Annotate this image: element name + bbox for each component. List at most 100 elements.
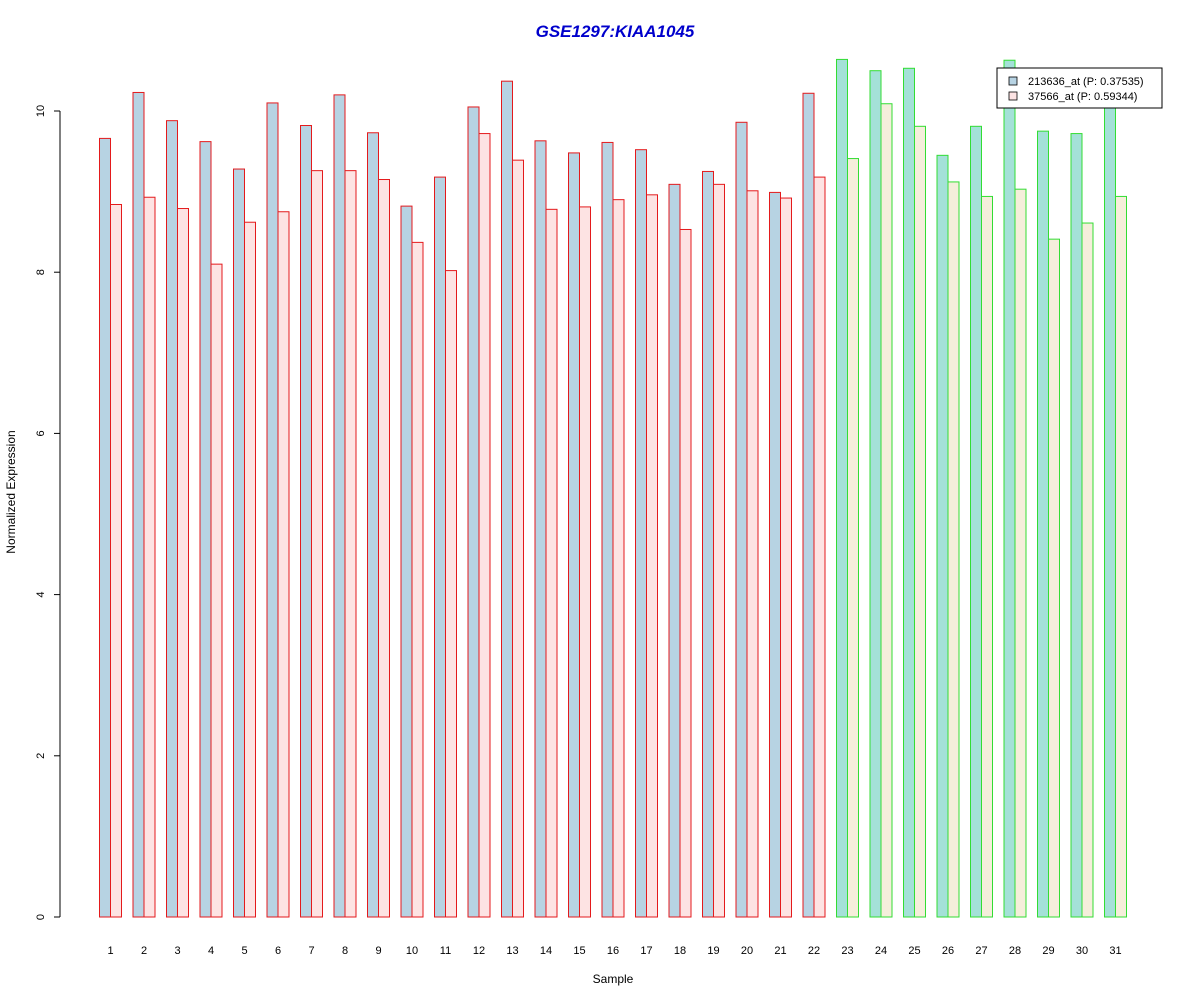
y-tick-label: 10 <box>35 105 47 117</box>
bar-37566-at-sample-23 <box>847 158 859 918</box>
bar-37566-at-sample-9 <box>378 179 390 918</box>
x-tick-label: 3 <box>174 945 180 957</box>
y-tick-label: 6 <box>35 430 47 436</box>
bar-37566-at-sample-22 <box>813 176 826 918</box>
bar-213636-at-sample-12 <box>467 106 480 918</box>
bar-213636-at-sample-18 <box>668 183 681 918</box>
x-tick-label: 30 <box>1076 945 1088 957</box>
x-tick-label: 17 <box>640 945 652 957</box>
x-tick-label: 29 <box>1042 945 1054 957</box>
bar-37566-at-sample-14 <box>545 208 558 918</box>
legend-swatch-series-2 <box>1008 91 1018 101</box>
bar-37566-at-sample-8 <box>344 170 357 918</box>
legend-label-series-1: 213636_at (P: 0.37535) <box>1028 76 1144 88</box>
bar-37566-at-sample-25 <box>914 125 926 918</box>
x-tick-label: 11 <box>440 945 451 957</box>
bar-213636-at-sample-1 <box>99 137 111 918</box>
bar-37566-at-sample-5 <box>244 221 256 918</box>
bar-37566-at-sample-20 <box>746 190 759 918</box>
bar-213636-at-sample-26 <box>936 154 949 918</box>
y-axis-label: Normalized Expression <box>4 430 18 553</box>
bar-213636-at-sample-11 <box>434 176 446 918</box>
bar-213636-at-sample-20 <box>735 121 748 918</box>
bar-37566-at-sample-4 <box>210 263 223 918</box>
bar-213636-at-sample-14 <box>534 140 547 918</box>
bar-213636-at-sample-27 <box>970 125 982 918</box>
bar-37566-at-sample-18 <box>679 228 692 918</box>
y-axis: 0 2 4 6 8 10 <box>35 105 61 920</box>
x-tick-label: 27 <box>975 945 987 957</box>
x-tick-label: 5 <box>241 945 247 957</box>
bar-213636-at-sample-5 <box>233 168 245 918</box>
y-tick-label: 2 <box>35 753 47 759</box>
y-tick-label: 8 <box>35 269 47 275</box>
x-tick-label: 1 <box>107 945 113 957</box>
x-tick-label: 16 <box>607 945 619 957</box>
bar-37566-at-sample-31 <box>1115 195 1127 918</box>
x-tick-label: 10 <box>406 945 418 957</box>
bar-37566-at-sample-15 <box>579 206 591 918</box>
bar-213636-at-sample-30 <box>1070 133 1083 918</box>
bar-213636-at-sample-19 <box>702 170 714 918</box>
bar-37566-at-sample-13 <box>512 159 524 918</box>
bar-37566-at-sample-11 <box>445 270 457 918</box>
bar-37566-at-sample-19 <box>713 183 725 918</box>
bar-37566-at-sample-2 <box>143 196 156 918</box>
x-tick-label: 18 <box>674 945 686 957</box>
x-tick-label: 31 <box>1109 945 1121 957</box>
bar-213636-at-sample-15 <box>568 152 580 918</box>
bar-213636-at-sample-6 <box>266 102 279 918</box>
bar-213636-at-sample-22 <box>802 92 815 918</box>
x-tick-label: 26 <box>942 945 954 957</box>
bar-37566-at-sample-3 <box>177 208 189 918</box>
bar-37566-at-sample-17 <box>646 194 658 918</box>
y-tick-label: 4 <box>35 592 47 598</box>
x-tick-label: 15 <box>573 945 585 957</box>
bar-213636-at-sample-23 <box>836 58 848 918</box>
bar-37566-at-sample-26 <box>947 181 960 918</box>
x-tick-label: 7 <box>308 945 314 957</box>
bar-37566-at-sample-24 <box>880 103 893 918</box>
bar-213636-at-sample-10 <box>400 205 413 918</box>
bar-37566-at-sample-1 <box>110 203 122 918</box>
x-tick-label: 12 <box>473 945 485 957</box>
x-tick-label: 8 <box>342 945 348 957</box>
bar-213636-at-sample-29 <box>1037 130 1049 918</box>
bar-213636-at-sample-13 <box>501 80 513 918</box>
bar-213636-at-sample-7 <box>300 125 312 918</box>
bars-group <box>99 58 1127 918</box>
chart-title: GSE1297:KIAA1045 <box>536 22 695 41</box>
x-tick-label: 9 <box>375 945 381 957</box>
x-tick-label: 22 <box>808 945 820 957</box>
legend-box <box>996 67 1163 109</box>
bar-213636-at-sample-9 <box>367 132 379 918</box>
x-tick-label: 21 <box>774 945 786 957</box>
bar-213636-at-sample-21 <box>769 191 781 918</box>
x-tick-label: 25 <box>908 945 920 957</box>
bar-213636-at-sample-8 <box>333 94 346 918</box>
bar-213636-at-sample-17 <box>635 149 647 918</box>
bar-213636-at-sample-24 <box>869 70 882 918</box>
x-tick-label: 24 <box>875 945 887 957</box>
x-tick-label: 19 <box>707 945 719 957</box>
x-tick-label: 20 <box>741 945 753 957</box>
bar-37566-at-sample-27 <box>981 195 993 918</box>
bar-213636-at-sample-28 <box>1003 59 1016 918</box>
bar-37566-at-sample-30 <box>1081 222 1094 918</box>
y-tick-label: 0 <box>35 914 47 920</box>
legend: 213636_at (P: 0.37535) 37566_at (P: 0.59… <box>996 67 1163 109</box>
bar-37566-at-sample-10 <box>411 241 424 918</box>
x-tick-labels: 1 2 3 4 5 6 7 8 9 10 11 12 13 14 15 16 17 18 19 20 21 22 23 24 2… <box>107 945 1121 957</box>
bar-37566-at-sample-29 <box>1048 238 1060 918</box>
bar-213636-at-sample-2 <box>132 91 145 918</box>
x-tick-label: 4 <box>208 945 214 957</box>
x-tick-label: 23 <box>841 945 853 957</box>
bar-37566-at-sample-12 <box>478 133 491 918</box>
bar-37566-at-sample-21 <box>780 197 792 918</box>
bar-37566-at-sample-28 <box>1014 188 1027 918</box>
bar-213636-at-sample-4 <box>199 141 212 918</box>
x-tick-label: 14 <box>540 945 552 957</box>
bar-37566-at-sample-16 <box>612 199 625 918</box>
x-tick-label: 6 <box>275 945 281 957</box>
